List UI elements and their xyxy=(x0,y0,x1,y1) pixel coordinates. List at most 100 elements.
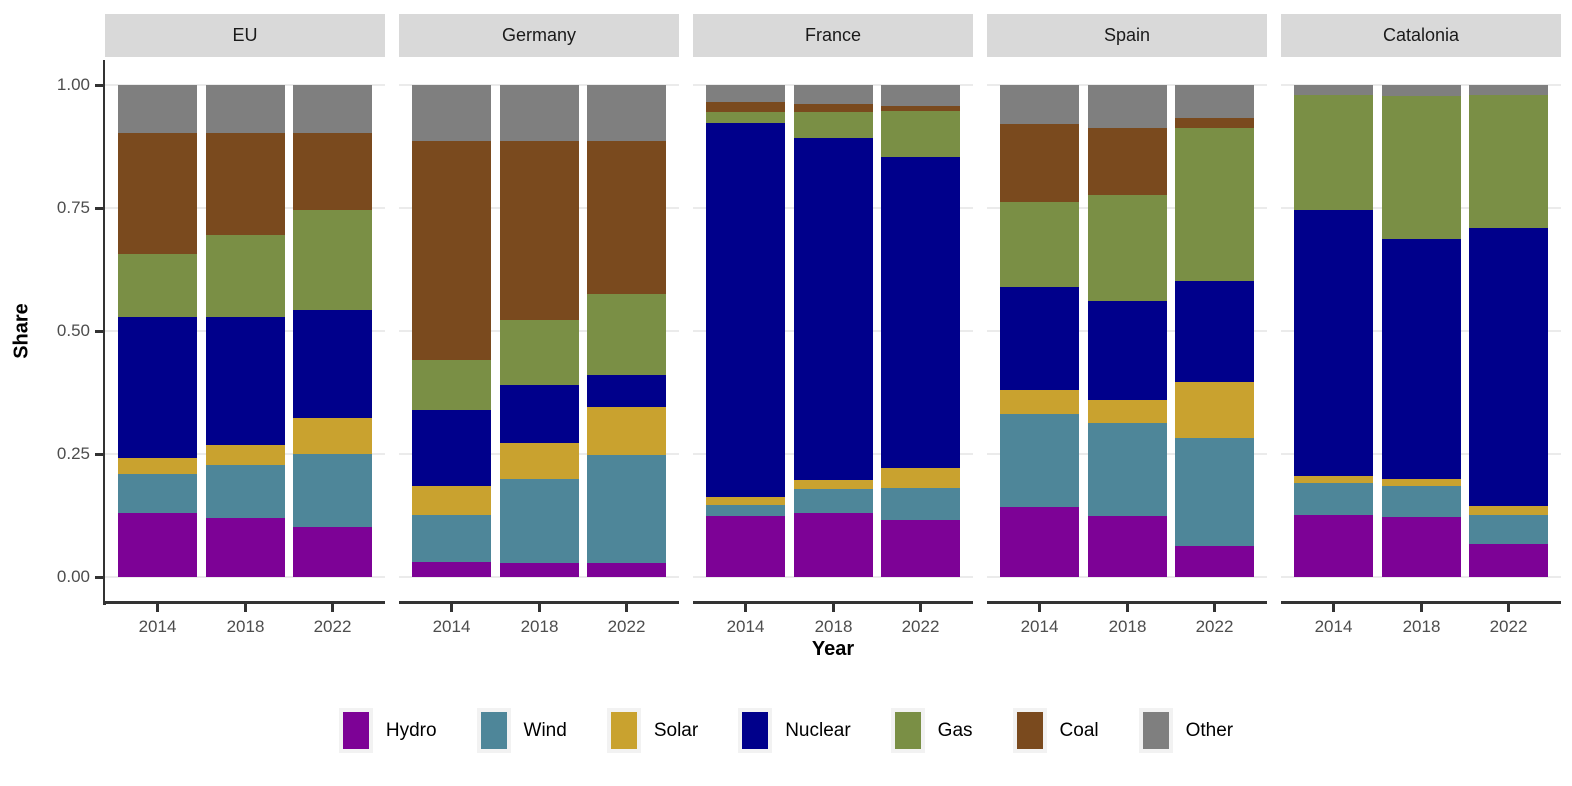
gas-swatch-icon xyxy=(894,712,921,749)
legend-label: Wind xyxy=(523,719,567,741)
bar-segment-hydro xyxy=(118,513,197,577)
x-axis-tick xyxy=(156,604,159,612)
x-axis-tick xyxy=(1507,604,1510,612)
bar-segment-other xyxy=(206,85,285,134)
x-axis-tick xyxy=(450,604,453,612)
bar-segment-wind xyxy=(706,504,785,516)
x-axis-tick-label: 2018 xyxy=(1402,617,1441,636)
legend-item-coal: Coal xyxy=(1012,708,1099,753)
y-axis-line xyxy=(103,60,106,605)
bar-segment-wind xyxy=(587,455,666,563)
x-axis-tick xyxy=(744,604,747,612)
x-axis-tick xyxy=(919,604,922,612)
bar-segment-wind xyxy=(293,454,372,528)
legend-key xyxy=(738,708,773,753)
x-axis-line xyxy=(399,601,679,604)
bar-segment-hydro xyxy=(1382,516,1461,577)
bar-segment-hydro xyxy=(206,517,285,577)
x-axis-tick xyxy=(538,604,541,612)
bar-segment-hydro xyxy=(1175,545,1254,577)
x-axis-tick-label: 2022 xyxy=(901,617,940,636)
bar-segment-other xyxy=(881,85,960,106)
bar-segment-gas xyxy=(881,110,960,158)
coal-swatch-icon xyxy=(1016,712,1043,749)
x-axis-tick-label: 2022 xyxy=(607,617,646,636)
legend-item-other: Other xyxy=(1138,708,1233,753)
facet-strip: EU xyxy=(105,14,385,57)
x-axis-tick-label: 2018 xyxy=(1108,617,1147,636)
bar-segment-nuclear xyxy=(206,317,285,446)
bar-segment-nuclear xyxy=(1088,300,1167,401)
bar-segment-gas xyxy=(118,254,197,318)
bar-segment-hydro xyxy=(1294,515,1373,577)
legend-key xyxy=(1012,708,1047,753)
hydro-swatch-icon xyxy=(342,712,369,749)
facet-strip-label: Spain xyxy=(1103,25,1151,45)
bar-segment-wind xyxy=(1469,515,1548,544)
x-axis-tick xyxy=(1213,604,1216,612)
legend-label: Gas xyxy=(937,719,973,741)
legend: Hydro Wind Solar Nuclear Gas Coal Other xyxy=(0,708,1572,753)
legend-key xyxy=(606,708,641,753)
gridline xyxy=(399,576,679,578)
x-axis-tick-label: 2014 xyxy=(726,617,765,636)
y-axis-tick-label: 1.00 xyxy=(56,75,90,94)
facet-france: France 2014 2018 2022 xyxy=(693,14,973,654)
facet-panel xyxy=(1281,60,1561,601)
x-axis-tick-label: 2022 xyxy=(1489,617,1528,636)
bar-segment-nuclear xyxy=(794,137,873,480)
facet-strip-label: Catalonia xyxy=(1382,25,1460,45)
legend-label: Nuclear xyxy=(785,719,851,741)
wind-swatch-icon xyxy=(480,712,507,749)
y-axis-tick-label: 0.00 xyxy=(56,567,90,586)
bar-segment-hydro xyxy=(1088,516,1167,577)
bar-segment-solar xyxy=(706,497,785,505)
legend-key xyxy=(338,708,373,753)
bar-segment-nuclear xyxy=(1175,281,1254,382)
bar-segment-solar xyxy=(1088,400,1167,424)
other-swatch-icon xyxy=(1142,712,1169,749)
bar-segment-coal xyxy=(587,141,666,294)
gridline xyxy=(105,84,385,86)
gridline xyxy=(987,576,1267,578)
facet-strip: Spain xyxy=(987,14,1267,57)
bar-segment-coal xyxy=(118,133,197,255)
bar-segment-solar xyxy=(587,407,666,456)
y-axis-tick-label: 0.75 xyxy=(56,198,90,217)
bar-segment-hydro xyxy=(1469,543,1548,577)
bar-segment-coal xyxy=(1175,117,1254,129)
x-axis-tick xyxy=(244,604,247,612)
bar-segment-hydro xyxy=(706,515,785,577)
legend-key xyxy=(476,708,511,753)
x-axis-tick-label: 2014 xyxy=(432,617,471,636)
y-axis-tick-label: 0.50 xyxy=(56,321,90,340)
bar-segment-hydro xyxy=(794,513,873,577)
x-axis-tick xyxy=(1332,604,1335,612)
x-axis-tick-label: 2014 xyxy=(138,617,177,636)
bar-segment-nuclear xyxy=(587,375,666,408)
bar-segment-nuclear xyxy=(1382,238,1461,480)
nuclear-swatch-icon xyxy=(742,712,769,749)
bar-segment-solar xyxy=(1382,479,1461,486)
x-axis-tick-label: 2022 xyxy=(1195,617,1234,636)
x-axis-tick xyxy=(625,604,628,612)
bar-segment-gas xyxy=(1088,195,1167,301)
bar-segment-gas xyxy=(794,111,873,138)
x-axis-tick-label: 2018 xyxy=(814,617,853,636)
bar-segment-nuclear xyxy=(293,310,372,418)
bar-segment-gas xyxy=(500,320,579,386)
bar-segment-nuclear xyxy=(500,385,579,444)
gridline xyxy=(693,576,973,578)
x-axis-line xyxy=(987,601,1267,604)
facet-panel xyxy=(987,60,1267,601)
bar-segment-other xyxy=(1175,85,1254,118)
bar-segment-coal xyxy=(1000,123,1079,203)
legend-label: Hydro xyxy=(385,719,437,741)
facet-strip: France xyxy=(693,14,973,57)
bar-segment-coal xyxy=(206,133,285,236)
bar-segment-solar xyxy=(1294,475,1373,483)
legend-label: Coal xyxy=(1059,719,1099,741)
y-axis-tick xyxy=(95,329,103,333)
bar-segment-gas xyxy=(1000,202,1079,287)
x-axis-tick-label: 2018 xyxy=(520,617,559,636)
